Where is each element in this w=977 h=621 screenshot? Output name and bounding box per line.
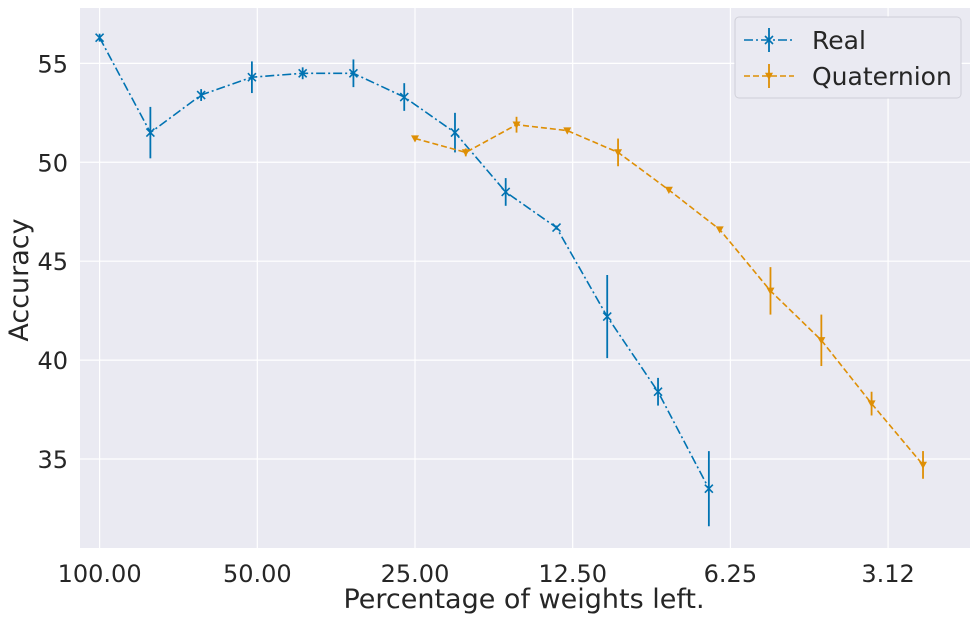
data-point <box>450 128 460 138</box>
data-point <box>512 121 521 129</box>
legend-box <box>734 16 962 99</box>
x-tick-label: 25.00 <box>381 560 450 588</box>
y-tick-label: 55 <box>37 50 68 78</box>
x-marker-stroke <box>399 92 409 102</box>
data-point <box>399 92 409 102</box>
triangle-marker <box>715 226 724 234</box>
legend-label: Real <box>812 26 866 55</box>
legend-item-quaternion: Quaternion <box>744 62 952 91</box>
data-point <box>715 226 724 234</box>
legend-label: Quaternion <box>812 62 952 91</box>
data-point <box>410 135 419 143</box>
x-marker-stroke <box>602 312 612 322</box>
data-point <box>348 68 358 78</box>
y-tick-label: 35 <box>37 446 68 474</box>
triangle-marker <box>410 135 419 143</box>
data-point <box>704 484 714 494</box>
triangle-marker <box>766 287 775 295</box>
triangle-marker <box>563 127 572 135</box>
triangle-marker <box>614 149 623 157</box>
data-point <box>817 337 826 345</box>
x-marker-stroke <box>247 72 257 82</box>
y-tick-label: 40 <box>37 347 68 375</box>
data-point <box>664 186 673 194</box>
x-marker-stroke <box>348 68 358 78</box>
data-point <box>247 72 257 82</box>
data-point <box>653 387 663 397</box>
data-point <box>95 33 105 43</box>
x-marker-stroke <box>653 387 663 397</box>
triangle-marker <box>817 337 826 345</box>
x-marker-stroke <box>551 222 562 233</box>
x-axis-title: Percentage of weights left. <box>343 584 704 615</box>
legend-item-real: Real <box>744 26 866 55</box>
data-point <box>766 287 775 295</box>
x-marker-stroke <box>704 484 714 494</box>
data-point <box>551 222 562 233</box>
x-marker-stroke <box>145 128 155 138</box>
triangle-marker <box>867 400 876 408</box>
x-tick-label: 6.25 <box>704 560 757 588</box>
data-point <box>501 187 511 197</box>
x-marker-stroke <box>196 90 206 100</box>
triangle-marker <box>765 72 773 80</box>
legend: Real Quaternion <box>734 16 962 99</box>
y-axis-title: Accuracy <box>4 218 35 341</box>
data-point <box>145 128 155 138</box>
x-marker-stroke <box>298 68 308 78</box>
x-marker-stroke <box>450 128 460 138</box>
data-point <box>602 312 612 322</box>
triangle-marker <box>512 121 521 129</box>
y-tick-label: 45 <box>37 248 68 276</box>
series-real <box>95 33 714 527</box>
x-marker-stroke <box>501 187 511 197</box>
x-marker-stroke <box>95 33 105 43</box>
x-tick-label: 12.50 <box>538 560 607 588</box>
data-point <box>196 90 206 100</box>
x-tick-label: 50.00 <box>223 560 292 588</box>
data-point <box>614 149 623 157</box>
data-point <box>563 127 572 135</box>
series-quaternion <box>410 116 928 479</box>
data-point <box>867 400 876 408</box>
x-tick-label: 3.12 <box>861 560 914 588</box>
tick-labels: 100.00 50.00 25.00 12.50 6.25 3.12 35 40 45 50 55 <box>37 50 914 588</box>
triangle-marker <box>664 186 673 194</box>
triangle-marker <box>919 461 928 469</box>
data-point <box>298 68 308 78</box>
y-tick-label: 50 <box>37 149 68 177</box>
triangle-marker <box>461 149 470 157</box>
series-group <box>95 33 928 527</box>
data-point <box>461 149 470 157</box>
data-point <box>919 461 928 469</box>
x-marker-stroke <box>764 35 774 45</box>
x-tick-label: 100.00 <box>58 560 142 588</box>
